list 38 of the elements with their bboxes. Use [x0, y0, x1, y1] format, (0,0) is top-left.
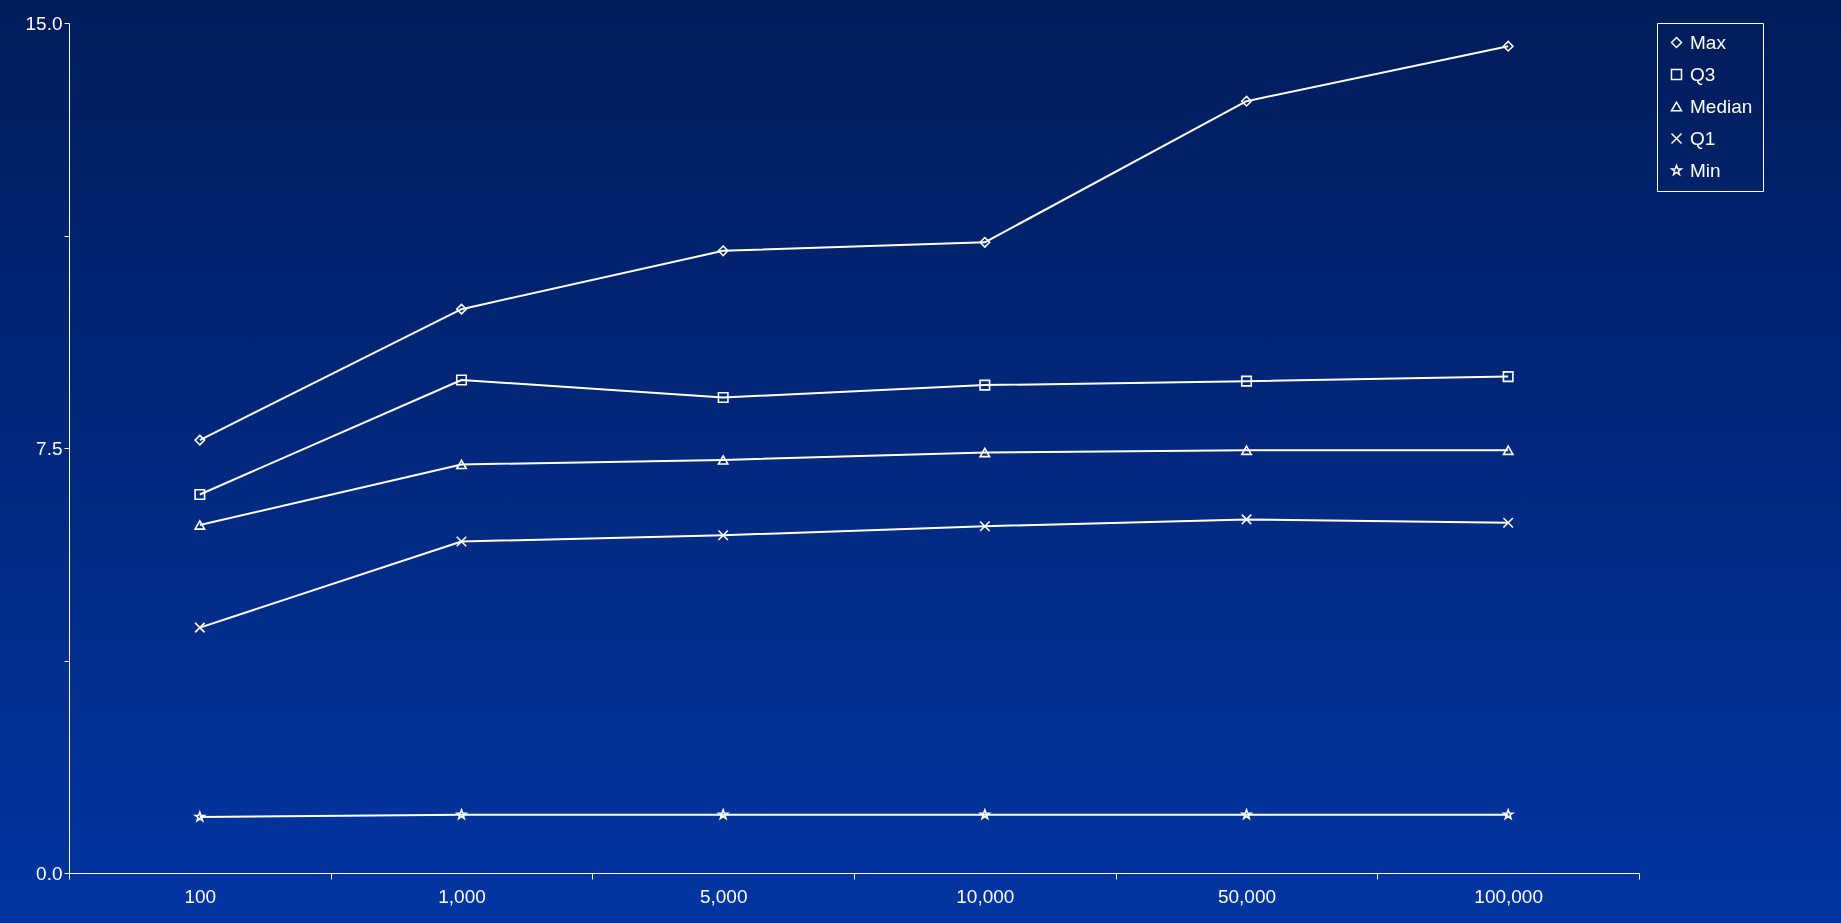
y-tick-label: 0.0 — [36, 862, 63, 884]
y-tick-label: 15.0 — [25, 12, 63, 34]
point — [717, 245, 729, 257]
point — [1240, 95, 1253, 107]
point — [1502, 445, 1514, 456]
x-tick-label: 10,000 — [956, 885, 1015, 907]
point — [194, 488, 206, 501]
point — [455, 374, 468, 386]
legend-label: Q3 — [1690, 63, 1716, 85]
legend-label: Q1 — [1690, 127, 1716, 149]
x-tick-label: 50,000 — [1217, 885, 1277, 907]
point — [1502, 371, 1514, 383]
point — [194, 434, 206, 446]
point — [1240, 513, 1253, 525]
point — [455, 303, 468, 315]
point — [1240, 445, 1253, 456]
point — [717, 392, 729, 404]
point — [979, 520, 991, 532]
point — [194, 622, 206, 634]
point — [194, 520, 206, 530]
x-tick-label: 1,000 — [438, 885, 486, 907]
legend-label: Min — [1690, 159, 1721, 181]
x-tick-label: 100 — [184, 885, 217, 907]
point — [979, 379, 991, 391]
point — [979, 236, 991, 248]
point — [1502, 517, 1514, 529]
point — [455, 459, 468, 470]
point — [1502, 40, 1514, 52]
point — [1240, 375, 1253, 387]
x-tick-label: 100,000 — [1474, 885, 1544, 907]
point — [717, 454, 729, 465]
legend-label: Max — [1690, 31, 1727, 53]
y-tick-label: 7.5 — [36, 437, 63, 459]
x-tick-label: 5,000 — [699, 885, 748, 907]
point — [717, 529, 729, 541]
legend-label: Median — [1690, 95, 1753, 117]
point — [979, 447, 991, 458]
point — [194, 811, 206, 822]
